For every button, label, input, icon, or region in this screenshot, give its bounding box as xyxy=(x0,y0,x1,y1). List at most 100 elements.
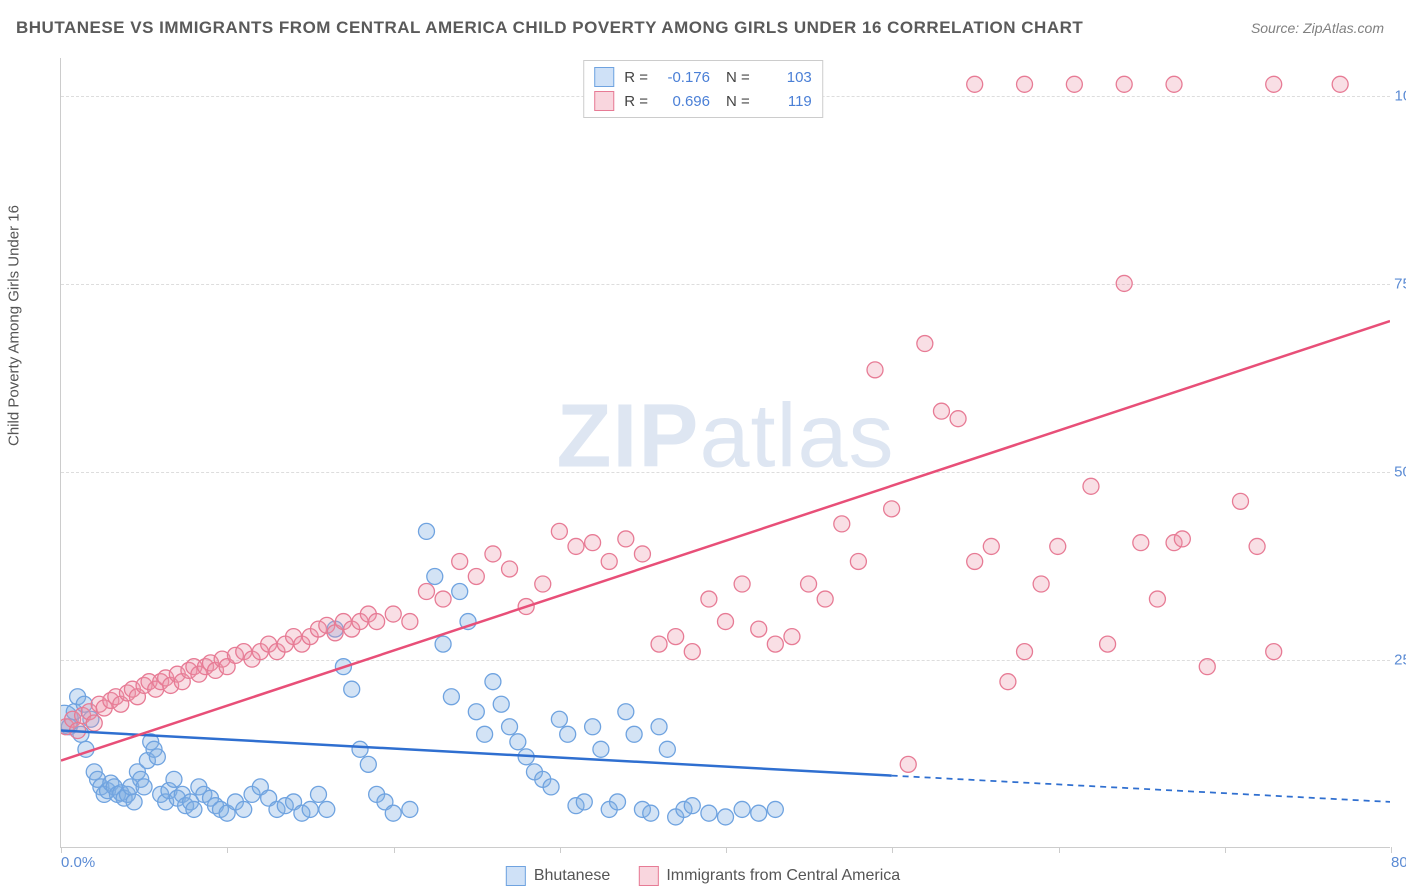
data-point xyxy=(502,719,518,735)
data-point xyxy=(1149,591,1165,607)
data-point xyxy=(319,801,335,817)
y-tick-label: 100.0% xyxy=(1395,87,1406,104)
y-axis-title: Child Poverty Among Girls Under 16 xyxy=(6,205,23,446)
data-point xyxy=(1266,644,1282,660)
legend-item: Bhutanese xyxy=(506,866,611,886)
data-point xyxy=(983,538,999,554)
data-point xyxy=(149,749,165,765)
chart-svg xyxy=(61,58,1390,847)
y-tick-label: 25.0% xyxy=(1394,651,1406,668)
trend-line-ext xyxy=(892,776,1390,802)
data-point xyxy=(900,756,916,772)
legend-row: R = -0.176 N = 103 xyxy=(594,65,812,89)
data-point xyxy=(1166,76,1182,92)
data-point xyxy=(443,689,459,705)
data-point xyxy=(1000,674,1016,690)
x-tick xyxy=(61,847,62,853)
data-point xyxy=(1332,76,1348,92)
data-point xyxy=(477,726,493,742)
data-point xyxy=(136,779,152,795)
data-point xyxy=(801,576,817,592)
data-point xyxy=(701,805,717,821)
data-point xyxy=(834,516,850,532)
data-point xyxy=(1066,76,1082,92)
data-point xyxy=(718,809,734,825)
legend-correlation: R = -0.176 N = 103 R = 0.696 N = 119 xyxy=(583,60,823,118)
data-point xyxy=(385,805,401,821)
legend-swatch xyxy=(506,866,526,886)
data-point xyxy=(236,801,252,817)
legend-label: Bhutanese xyxy=(534,867,611,885)
data-point xyxy=(435,591,451,607)
data-point xyxy=(585,719,601,735)
legend-r-label: R = xyxy=(624,93,648,110)
data-point xyxy=(468,568,484,584)
data-point xyxy=(784,629,800,645)
data-point xyxy=(967,76,983,92)
data-point xyxy=(1133,535,1149,551)
data-point xyxy=(452,584,468,600)
data-point xyxy=(1199,659,1215,675)
data-point xyxy=(402,801,418,817)
data-point xyxy=(610,794,626,810)
data-point xyxy=(418,523,434,539)
data-point xyxy=(568,538,584,554)
data-point xyxy=(684,798,700,814)
data-point xyxy=(593,741,609,757)
data-point xyxy=(126,794,142,810)
x-tick xyxy=(227,847,228,853)
legend-swatch xyxy=(594,67,614,87)
data-point xyxy=(166,771,182,787)
data-point xyxy=(867,362,883,378)
data-point xyxy=(618,531,634,547)
data-point xyxy=(917,336,933,352)
data-point xyxy=(385,606,401,622)
data-point xyxy=(850,553,866,569)
x-tick xyxy=(1059,847,1060,853)
data-point xyxy=(360,756,376,772)
data-point xyxy=(626,726,642,742)
data-point xyxy=(352,741,368,757)
legend-r-value: 0.696 xyxy=(658,93,710,110)
data-point xyxy=(643,805,659,821)
chart-title: BHUTANESE VS IMMIGRANTS FROM CENTRAL AME… xyxy=(16,18,1083,38)
data-point xyxy=(1249,538,1265,554)
x-tick xyxy=(892,847,893,853)
legend-n-label: N = xyxy=(726,93,750,110)
data-point xyxy=(767,636,783,652)
data-point xyxy=(493,696,509,712)
data-point xyxy=(468,704,484,720)
data-point xyxy=(734,801,750,817)
x-tick xyxy=(1391,847,1392,853)
data-point xyxy=(668,629,684,645)
x-tick xyxy=(560,847,561,853)
data-point xyxy=(1116,275,1132,291)
data-point xyxy=(1083,478,1099,494)
data-point xyxy=(560,726,576,742)
data-point xyxy=(634,546,650,562)
data-point xyxy=(402,614,418,630)
data-point xyxy=(701,591,717,607)
data-point xyxy=(651,636,667,652)
data-point xyxy=(684,644,700,660)
data-point xyxy=(618,704,634,720)
data-point xyxy=(601,553,617,569)
y-tick-label: 75.0% xyxy=(1394,275,1406,292)
source-label: Source: ZipAtlas.com xyxy=(1251,20,1384,36)
data-point xyxy=(452,553,468,569)
data-point xyxy=(502,561,518,577)
y-tick-label: 50.0% xyxy=(1394,463,1406,480)
data-point xyxy=(344,681,360,697)
legend-r-value: -0.176 xyxy=(658,69,710,86)
data-point xyxy=(186,801,202,817)
x-tick-label: 0.0% xyxy=(61,854,95,871)
data-point xyxy=(543,779,559,795)
data-point xyxy=(1033,576,1049,592)
legend-n-value: 103 xyxy=(760,69,812,86)
legend-r-label: R = xyxy=(624,69,648,86)
data-point xyxy=(884,501,900,517)
data-point xyxy=(1116,76,1132,92)
data-point xyxy=(510,734,526,750)
legend-label: Immigrants from Central America xyxy=(666,867,900,885)
data-point xyxy=(369,614,385,630)
